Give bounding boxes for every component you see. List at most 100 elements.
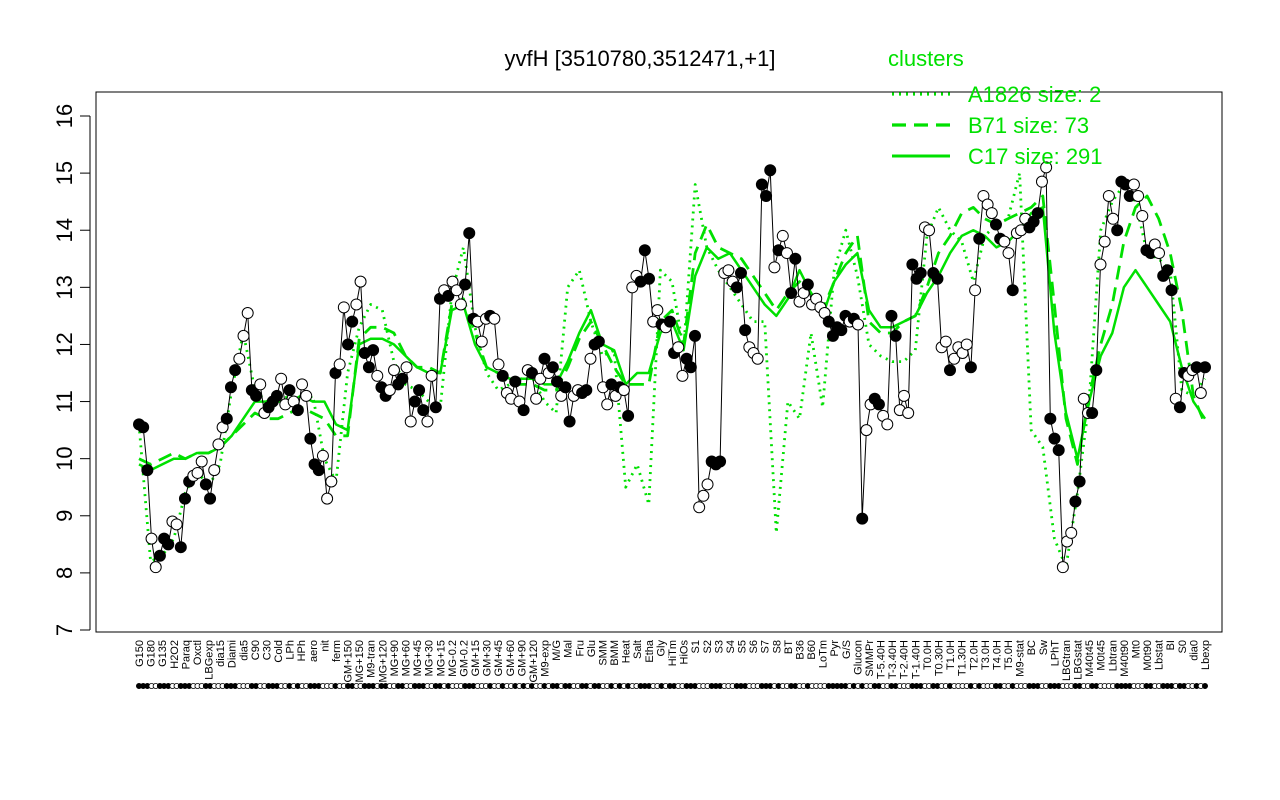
- data-point: [312, 464, 325, 477]
- data-point: [388, 364, 401, 377]
- data-point: [153, 549, 166, 562]
- data-point: [212, 438, 225, 451]
- x-tick-label: HPh: [296, 640, 308, 661]
- data-point: [914, 267, 927, 280]
- data-point: [617, 384, 630, 397]
- x-tick-label: Oxctl: [192, 640, 204, 665]
- x-tick-label: MG+120: [377, 640, 389, 683]
- x-tick-label: SMMPr: [864, 640, 876, 677]
- x-tick-label: S8: [771, 640, 783, 653]
- x-axis: G150 G180 G135 H2O2 Paraq Oxctl LBGexp dia15 Dia…: [134, 639, 1212, 690]
- x-tick-label: BT: [783, 640, 795, 654]
- data-point: [1006, 284, 1019, 297]
- data-point: [948, 352, 961, 365]
- data-point: [722, 264, 735, 277]
- legend: clusters A1826 size: 2 B71 size: 73 C17 si…: [888, 46, 1103, 169]
- x-tick-label: S1: [690, 640, 702, 653]
- data-point: [601, 398, 614, 411]
- data-point: [989, 218, 1002, 231]
- data-point: [1031, 207, 1044, 220]
- data-point: [321, 492, 334, 505]
- data-point: [663, 315, 676, 328]
- data-points: [133, 161, 1211, 574]
- data-point: [760, 189, 773, 202]
- data-point: [429, 401, 442, 414]
- x-tick-label: Fru: [574, 640, 586, 657]
- data-point: [250, 389, 263, 402]
- x-tick-label: S3: [713, 640, 725, 653]
- data-point: [191, 466, 204, 479]
- data-point: [584, 352, 597, 365]
- data-point: [538, 352, 551, 365]
- x-tick-label: dia5: [238, 640, 250, 661]
- data-point: [1153, 247, 1166, 260]
- data-point: [199, 478, 212, 491]
- y-axis: 7 8 9 10 11 12 13 14 15 16: [52, 104, 91, 636]
- x-tick-label: MG+90: [389, 640, 401, 676]
- y-tick-label: 8: [52, 567, 77, 579]
- data-point: [534, 372, 547, 385]
- x-tick-label: T4.0H: [991, 640, 1003, 670]
- data-point: [973, 232, 986, 245]
- data-point: [367, 344, 380, 357]
- legend-entry: A1826 size: 2: [968, 82, 1101, 107]
- data-point: [170, 518, 183, 531]
- data-point: [764, 164, 777, 177]
- x-tick-label: LBGtran: [1061, 640, 1073, 681]
- x-tick-label: B60: [806, 640, 818, 660]
- data-point: [346, 315, 359, 328]
- data-point: [1065, 526, 1078, 539]
- x-tick-label: Lbtran: [1107, 640, 1119, 671]
- data-point: [275, 372, 288, 385]
- plot-frame: [95, 91, 1223, 633]
- data-point: [270, 389, 283, 402]
- data-point: [233, 352, 246, 365]
- data-point: [985, 207, 998, 220]
- data-point: [1102, 189, 1115, 202]
- data-point: [638, 244, 651, 257]
- data-point: [463, 227, 476, 240]
- x-tick-label: ferm: [331, 640, 343, 662]
- x-tick-label: Heat: [621, 640, 633, 663]
- data-point: [383, 384, 396, 397]
- y-tick-label: 14: [52, 218, 77, 242]
- x-tick-label: MG+45: [412, 640, 424, 676]
- data-point: [622, 409, 635, 422]
- data-point: [739, 324, 752, 337]
- data-point: [1040, 161, 1053, 174]
- x-tick-label: T-3.40H: [887, 640, 899, 679]
- x-tick-label: M9-exp: [540, 640, 552, 677]
- data-point: [960, 338, 973, 351]
- data-point: [229, 364, 242, 377]
- x-tick-label: MG+150: [354, 640, 366, 683]
- data-point: [898, 389, 911, 402]
- x-tick-label: G/S: [841, 640, 853, 659]
- x-tick-label: Sw: [1038, 640, 1050, 655]
- data-point: [354, 275, 367, 288]
- x-tick-label: S4: [725, 640, 737, 653]
- x-tick-label: Etha: [644, 639, 656, 663]
- data-point: [856, 512, 869, 525]
- data-point: [998, 235, 1011, 248]
- data-point: [400, 361, 413, 374]
- x-tick-label: M/G: [551, 640, 563, 661]
- x-tick-label: GM+90: [516, 640, 528, 676]
- data-point: [459, 278, 472, 291]
- x-tick-label: Salt: [632, 640, 644, 659]
- x-tick-label: LBGexp: [204, 640, 216, 680]
- x-tick-label: T-5.40H: [876, 640, 888, 679]
- data-point: [1044, 412, 1057, 425]
- data-point: [350, 298, 363, 311]
- data-point: [1111, 224, 1124, 237]
- x-tick-label: S7: [760, 640, 772, 653]
- data-point: [530, 392, 543, 405]
- data-point: [651, 304, 664, 317]
- data-point: [688, 329, 701, 342]
- data-point: [626, 281, 639, 294]
- data-point: [822, 315, 835, 328]
- y-tick-label: 13: [52, 275, 77, 299]
- data-point: [342, 338, 355, 351]
- data-point: [1173, 401, 1186, 414]
- data-point: [1035, 175, 1048, 188]
- x-tick-label: dia15: [215, 640, 227, 667]
